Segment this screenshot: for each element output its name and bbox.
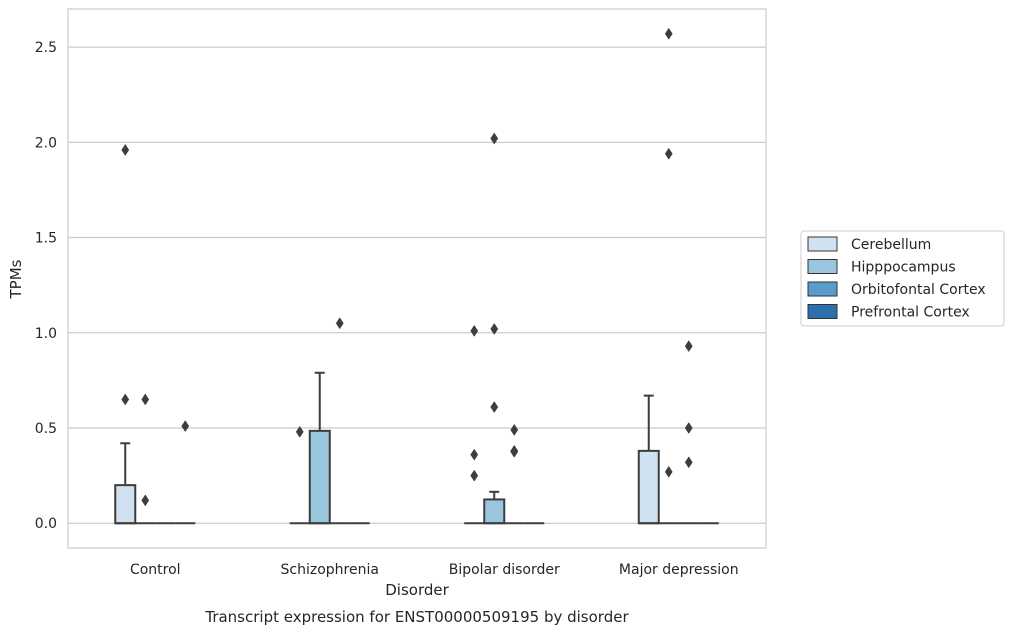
legend-label: Prefrontal Cortex	[851, 305, 970, 321]
outlier-point	[295, 425, 304, 438]
outlier-point	[664, 27, 673, 40]
y-tick-label: 2.5	[35, 40, 57, 56]
outlier-point	[664, 465, 673, 478]
outlier-point	[684, 340, 693, 353]
y-tick-label: 0.5	[35, 421, 57, 437]
box-hipppocampus-3	[483, 132, 506, 525]
outlier-point	[490, 401, 499, 414]
outlier-point	[664, 147, 673, 160]
outlier-point	[121, 393, 130, 406]
grid-lines	[68, 46, 766, 524]
box-cerebellum-3	[464, 324, 485, 525]
box-hipppocampus-1	[135, 393, 156, 525]
outlier-point	[121, 143, 130, 156]
outlier-point	[335, 317, 344, 330]
legend-label: Cerebellum	[851, 237, 931, 253]
legend-swatch	[807, 281, 838, 297]
outlier-point	[684, 422, 693, 434]
box-orbitofontal-cortex-3	[504, 423, 525, 525]
outlier-point	[470, 324, 479, 337]
box-hipppocampus-4	[658, 27, 679, 525]
y-tick-label: 0.0	[35, 516, 57, 532]
legend-swatch	[807, 259, 838, 274]
box-body	[114, 484, 137, 525]
box-body	[483, 498, 506, 525]
legend-swatch	[807, 304, 838, 319]
y-axis-label: TPMs	[7, 259, 25, 299]
legend: Cerebellum Hipppocampus Orbitofontal Corte…	[800, 230, 1005, 327]
box-prefrontal-cortex-1	[175, 420, 196, 525]
legend-swatch	[807, 236, 838, 252]
box-hipppocampus-2	[308, 371, 331, 525]
y-tick-label: 1.0	[35, 326, 57, 342]
box-marks	[114, 27, 719, 525]
legend-label: Orbitofontal Cortex	[851, 282, 986, 298]
x-tick-label: Control	[130, 562, 181, 578]
box-cerebellum-2	[289, 425, 310, 525]
outlier-point	[181, 420, 190, 433]
x-axis-label: Disorder	[385, 581, 449, 599]
outlier-point	[510, 423, 519, 436]
outlier-point	[470, 448, 479, 461]
y-tick-label: 2.0	[35, 135, 57, 151]
legend-label: Hipppocampus	[851, 260, 956, 276]
y-tick-label: 1.5	[35, 231, 57, 247]
box-body	[637, 449, 660, 525]
box-cerebellum-1	[114, 143, 137, 525]
outlier-point	[141, 393, 150, 406]
outlier-point	[510, 445, 519, 458]
legend-frame	[800, 230, 1005, 327]
plot-frame	[67, 8, 767, 549]
box-cerebellum-4	[637, 394, 660, 525]
box-orbitofontal-cortex-4	[678, 340, 699, 525]
y-tick-labels: 0.0 0.5 1.0 1.5 2.0 2.5	[35, 40, 57, 532]
outlier-point	[490, 132, 499, 145]
box-body	[308, 429, 331, 525]
x-tick-label: Bipolar disorder	[449, 562, 560, 578]
outlier-point	[684, 456, 693, 469]
x-tick-label: Major depression	[619, 562, 739, 578]
chart-caption: Transcript expression for ENST0000050919…	[204, 608, 629, 626]
x-tick-label: Schizophrenia	[281, 562, 379, 578]
box-orbitofontal-cortex-2	[329, 317, 350, 525]
outlier-point	[470, 469, 479, 482]
x-tick-labels: Control Schizophrenia Bipolar disorder Majo…	[130, 562, 739, 578]
outlier-point	[490, 323, 499, 335]
outlier-point	[141, 494, 150, 507]
